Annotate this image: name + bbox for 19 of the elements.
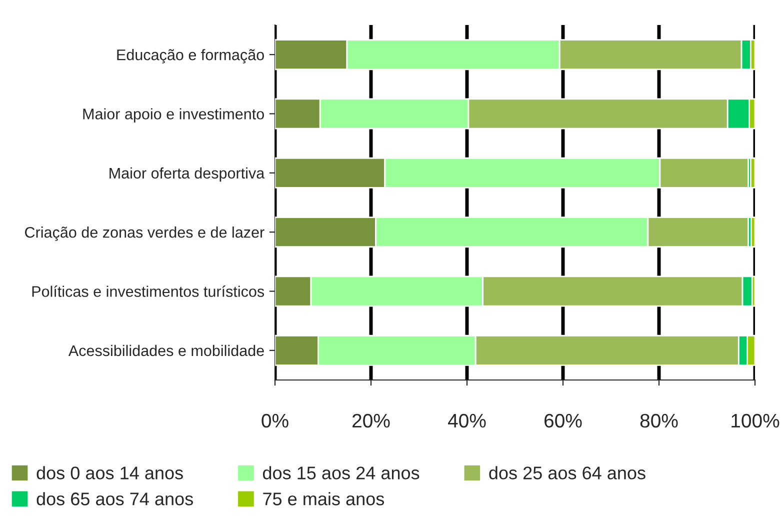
y-tick-label: Educação e formação: [117, 49, 264, 64]
legend-label: dos 25 aos 64 anos: [489, 466, 646, 480]
x-tick-label: 80%: [640, 414, 678, 428]
y-tick-label: Acessibilidades e mobilidade: [68, 344, 264, 356]
legend-label: dos 0 aos 14 anos: [36, 466, 183, 480]
x-tick-label: 20%: [352, 414, 390, 428]
x-tick-label: 40%: [448, 414, 486, 428]
x-tick-label: 60%: [544, 414, 582, 428]
legend-label: dos 15 aos 24 anos: [262, 466, 420, 480]
x-tick-label: 100%: [732, 414, 780, 428]
y-tick-label: Criação de zonas verdes e de lazer: [25, 226, 264, 241]
y-tick-label: Políticas e investimentos turísticos: [32, 286, 264, 297]
bar: [750, 216, 755, 248]
y-tick-label: Maior apoio e investimento: [83, 108, 264, 122]
x-tick-label: 0%: [262, 414, 288, 428]
legend-label: dos 65 aos 74 anos: [36, 492, 193, 506]
bar: [750, 157, 755, 188]
y-tick-label: Maior oferta desportiva: [110, 167, 265, 182]
legend-label: 75 e mais anos: [263, 492, 384, 506]
